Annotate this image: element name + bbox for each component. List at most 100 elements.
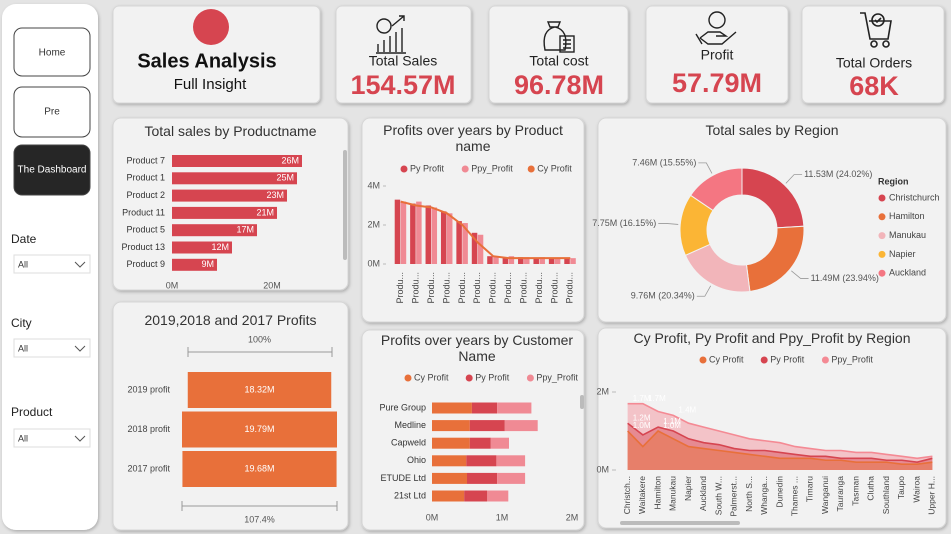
value-label: 1.2M — [633, 413, 651, 422]
kpi-value: 57.79M — [672, 68, 762, 98]
bar-segment — [471, 402, 498, 414]
nav-button[interactable] — [13, 144, 91, 196]
x-tick-label: Produ... — [518, 272, 528, 304]
x-tick-label: Waitakere — [637, 476, 647, 514]
bar — [533, 258, 539, 264]
filter-label: City — [11, 316, 32, 330]
chart-title: Profits over years by Product name — [383, 122, 563, 154]
category-label: Product 2 — [126, 190, 165, 200]
bar-segment — [432, 420, 470, 432]
y-tick-label: 2M — [367, 219, 380, 229]
kpi-value: 96.78M — [514, 70, 604, 100]
scrollbar[interactable] — [343, 150, 347, 260]
leader-line — [785, 174, 803, 184]
x-tick-label: South W... — [713, 476, 723, 515]
y-tick-label: 4M — [367, 180, 380, 190]
chart-panel — [597, 327, 947, 529]
chart-panel — [597, 117, 947, 323]
dropdown-value[interactable]: All — [18, 343, 28, 353]
legend-label: Cy Profit — [537, 163, 572, 173]
scrollbar[interactable] — [620, 521, 740, 525]
nav-label[interactable]: Home — [39, 48, 66, 59]
dropdown-value[interactable]: All — [18, 433, 28, 443]
category-label: 2018 profit — [127, 424, 170, 434]
legend-marker — [404, 374, 412, 382]
bar-segment — [490, 437, 509, 449]
legend-label: Ppy_Profit — [471, 163, 513, 173]
header-subtitle: Full Insight — [174, 76, 247, 93]
x-tick-label: Wanganui — [820, 476, 830, 514]
legend-label: Py Profit — [410, 163, 445, 173]
scrollbar[interactable] — [580, 395, 584, 409]
category-label: Ohio — [407, 455, 426, 465]
bracket — [187, 347, 333, 357]
kpi-label: Total Sales — [369, 53, 437, 69]
nav-label[interactable]: The Dashboard — [18, 165, 87, 176]
dropdown[interactable] — [13, 428, 91, 448]
x-tick-label: Tauranga — [835, 476, 845, 512]
legend-label: Christchurch — [889, 192, 940, 202]
legend-marker — [878, 250, 886, 258]
bar — [446, 213, 453, 264]
chevron[interactable] — [74, 435, 86, 442]
legend-marker — [760, 356, 768, 364]
legend-label: Ppy_Profit — [831, 354, 873, 364]
leader-line — [658, 223, 679, 225]
bar-segment — [432, 490, 465, 502]
bar-segment — [467, 472, 498, 484]
bar-segment — [432, 455, 467, 467]
chevron[interactable] — [74, 261, 86, 268]
value-label: 19.68M — [244, 463, 274, 473]
nav-button[interactable] — [13, 86, 91, 138]
bar-segment — [504, 420, 538, 432]
x-tick-label: Palmerst... — [729, 476, 739, 517]
value-label: 18.32M — [244, 384, 274, 394]
x-tick-label: Auckland — [698, 476, 708, 511]
nav-label[interactable]: Pre — [44, 107, 60, 118]
legend-label: Ppy_Profit — [536, 372, 578, 382]
bar-segment — [497, 402, 532, 414]
logo — [193, 9, 229, 45]
legend-marker — [821, 356, 829, 364]
kpi-card — [335, 5, 472, 104]
bar-segment — [432, 472, 467, 484]
bar — [518, 257, 524, 264]
dropdown[interactable] — [13, 254, 91, 274]
kpi-icon — [695, 11, 737, 45]
y-tick-label: 0M — [596, 464, 609, 474]
funnel-bar — [182, 411, 337, 448]
x-tick-label: Upper H... — [927, 476, 937, 515]
bar — [493, 256, 499, 264]
value-label: 7.46M (15.55%) — [632, 157, 696, 167]
value-label: 1.1M — [663, 417, 681, 426]
bracket — [181, 501, 338, 511]
chart-title: Total sales by Region — [705, 122, 839, 138]
bar — [410, 203, 416, 264]
chevron[interactable] — [74, 345, 86, 352]
dropdown-value[interactable]: All — [18, 259, 28, 269]
bar — [172, 172, 297, 185]
bar — [172, 258, 217, 271]
nav-button[interactable] — [13, 27, 91, 77]
category-label: 2019 profit — [127, 384, 170, 394]
bar-segment — [432, 402, 472, 414]
x-tick-label: Produ... — [411, 272, 421, 304]
filter-label: Product — [11, 405, 53, 419]
leader-line — [698, 162, 713, 174]
legend-marker — [400, 165, 408, 173]
bar — [440, 211, 447, 264]
x-tick-label: North S... — [744, 476, 754, 512]
kpi-label: Profit — [701, 47, 734, 63]
legend-marker — [461, 165, 469, 173]
legend-label: Cy Profit — [414, 372, 449, 382]
category-label: Medline — [394, 420, 426, 430]
category-label: Capweld — [391, 438, 426, 448]
chart-title: Profits over years by Customer Name — [380, 332, 574, 364]
dropdown[interactable] — [13, 338, 91, 358]
bar — [172, 155, 302, 167]
legend-marker — [465, 374, 473, 382]
category-label: Product 7 — [126, 155, 165, 165]
value-label: 7.75M (16.15%) — [592, 218, 656, 228]
